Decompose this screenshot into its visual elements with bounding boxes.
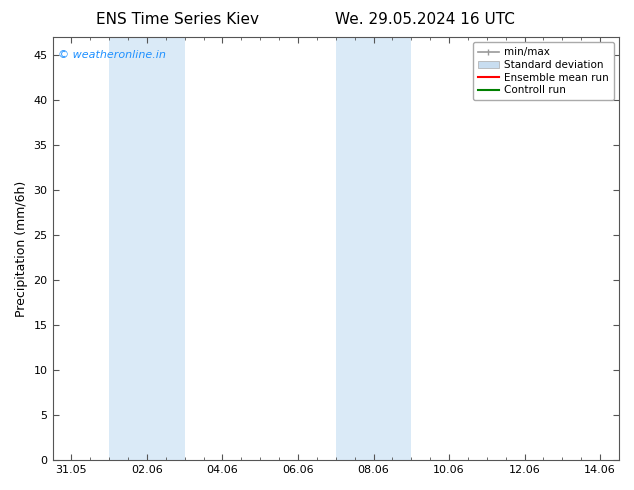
- Text: ENS Time Series Kiev: ENS Time Series Kiev: [96, 12, 259, 27]
- Text: © weatheronline.in: © weatheronline.in: [58, 50, 166, 60]
- Legend: min/max, Standard deviation, Ensemble mean run, Controll run: min/max, Standard deviation, Ensemble me…: [472, 42, 614, 100]
- Y-axis label: Precipitation (mm/6h): Precipitation (mm/6h): [15, 180, 28, 317]
- Text: We. 29.05.2024 16 UTC: We. 29.05.2024 16 UTC: [335, 12, 515, 27]
- Bar: [336, 37, 411, 460]
- Bar: [109, 37, 184, 460]
